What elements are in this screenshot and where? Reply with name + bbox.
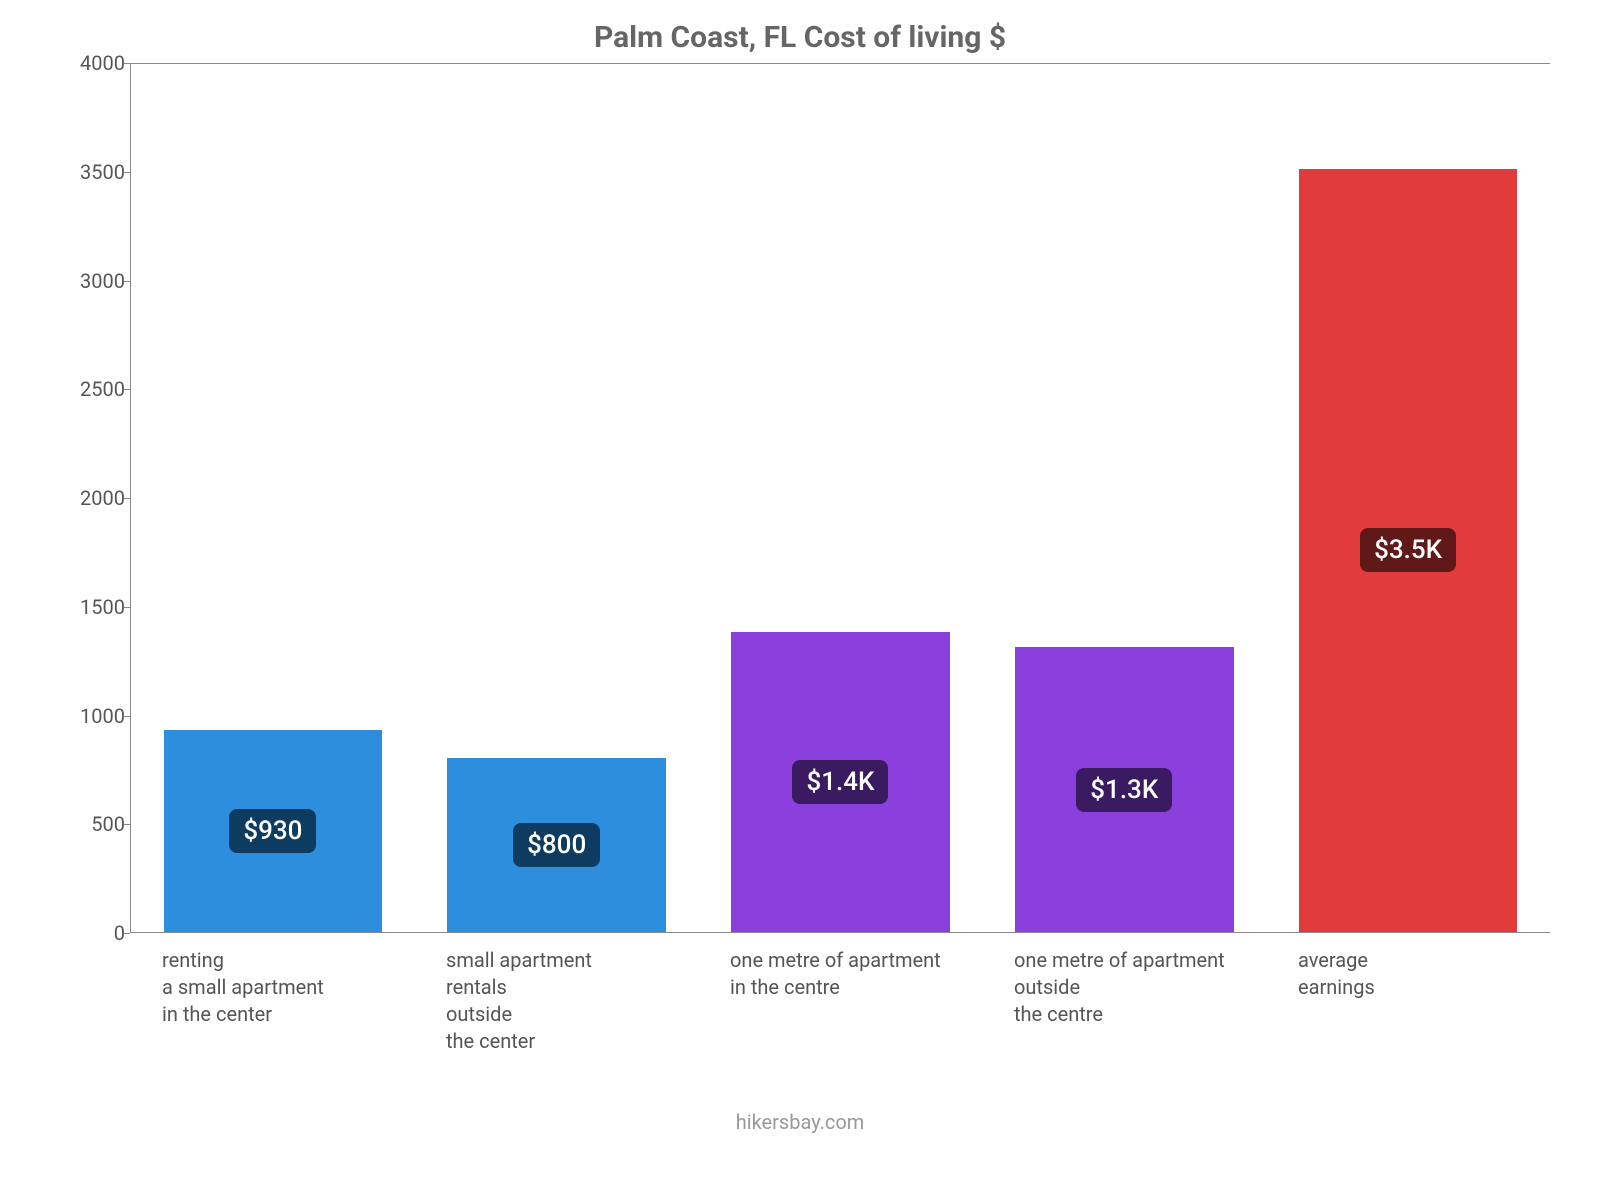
y-tick-label: 1000 xyxy=(70,704,125,728)
bar-value-badge: $1.4K xyxy=(792,760,888,804)
x-axis-labels: rentinga small apartmentin the centersma… xyxy=(70,947,1550,1055)
x-tick-label: small apartmentrentalsoutsidethe center xyxy=(414,947,698,1055)
y-tick-label: 4000 xyxy=(70,51,125,75)
bar: $930 xyxy=(164,730,383,932)
bar-value-badge: $1.3K xyxy=(1076,768,1172,812)
bar: $3.5K xyxy=(1299,169,1518,932)
bar: $1.3K xyxy=(1015,647,1234,932)
x-tick-label: averageearnings xyxy=(1266,947,1550,1055)
y-tick-label: 2000 xyxy=(70,486,125,510)
y-tick-mark xyxy=(124,933,130,934)
bar: $800 xyxy=(447,758,666,932)
y-tick-label: 3500 xyxy=(70,160,125,184)
bar-slot: $930 xyxy=(131,63,415,932)
y-tick-label: 0 xyxy=(70,921,125,945)
y-tick-label: 1500 xyxy=(70,595,125,619)
chart-plot: 05001000150020002500300035004000 $930$80… xyxy=(70,63,1550,933)
bar-slot: $800 xyxy=(415,63,699,932)
y-tick-label: 500 xyxy=(70,812,125,836)
x-tick-label: one metre of apartmentin the centre xyxy=(698,947,982,1055)
plot-area: $930 $800 $1.4K $1.3K $3.5K xyxy=(130,63,1550,933)
bar-value-badge: $930 xyxy=(229,809,316,853)
bar-value-badge: $800 xyxy=(513,823,600,867)
chart-footer: hikersbay.com xyxy=(40,1110,1560,1134)
chart-container: Palm Coast, FL Cost of living $ 0 500 1000… xyxy=(0,0,1600,1200)
bar-slot: $3.5K xyxy=(1266,63,1550,932)
y-tick-label: 2500 xyxy=(70,377,125,401)
bar-value-badge: $3.5K xyxy=(1360,528,1456,572)
chart-title: Palm Coast, FL Cost of living $ xyxy=(40,20,1560,55)
x-tick-label: rentinga small apartmentin the center xyxy=(130,947,414,1055)
bar-slot: $1.4K xyxy=(699,63,983,932)
bar: $1.4K xyxy=(731,632,950,932)
bar-slot: $1.3K xyxy=(982,63,1266,932)
x-tick-label: one metre of apartmentoutsidethe centre xyxy=(982,947,1266,1055)
y-tick-label: 3000 xyxy=(70,269,125,293)
